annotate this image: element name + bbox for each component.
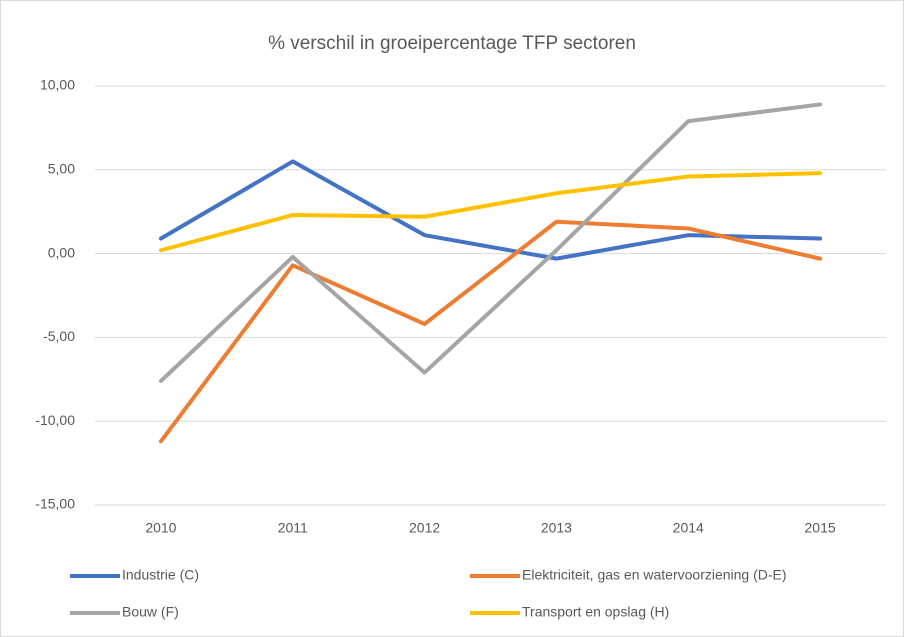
series-line [158,159,823,261]
x-tick-label: 2010 [145,520,176,536]
chart-title: % verschil in groeipercentage TFP sector… [268,33,636,54]
x-tick-label: 2012 [409,520,440,536]
legend-label: Elektriciteit, gas en watervoorziening (… [522,567,787,583]
y-tick-label: 5,00 [48,161,75,177]
y-tick-label: -5,00 [43,328,75,344]
x-tick-label: 2014 [673,520,704,536]
series-line [158,171,823,253]
x-tick-label: 2015 [805,520,836,536]
y-tick-label: 0,00 [48,244,75,260]
y-tick-label: 10,00 [40,77,75,93]
y-tick-label: -10,00 [35,412,75,428]
legend-label: Industrie (C) [122,567,199,583]
series-line [158,102,823,383]
y-tick-label: -15,00 [35,496,75,512]
x-tick-label: 2011 [278,520,308,536]
x-tick-label: 2013 [541,520,572,536]
legend-label: Bouw (F) [122,604,179,620]
legend-label: Transport en opslag (H) [522,604,669,620]
series-line [158,219,823,444]
